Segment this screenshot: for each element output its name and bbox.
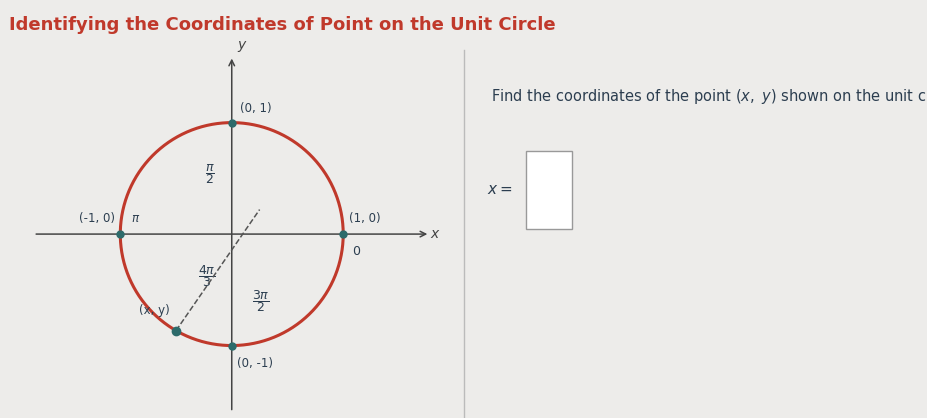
Text: (-1, 0): (-1, 0): [79, 212, 115, 225]
Text: (0, -1): (0, -1): [237, 357, 273, 370]
Text: $\dfrac{\pi}{2}$: $\dfrac{\pi}{2}$: [205, 162, 215, 186]
Text: $\dfrac{3\pi}{2}$: $\dfrac{3\pi}{2}$: [252, 288, 270, 314]
Text: $x =$: $x =$: [487, 182, 513, 197]
FancyBboxPatch shape: [526, 151, 572, 229]
Text: y: y: [237, 38, 246, 52]
Text: $\dfrac{4\pi}{3}$: $\dfrac{4\pi}{3}$: [198, 263, 216, 289]
Text: (0, 1): (0, 1): [239, 102, 272, 115]
Text: (x, y): (x, y): [138, 304, 170, 317]
Text: (1, 0): (1, 0): [349, 212, 380, 225]
Text: Identifying the Coordinates of Point on the Unit Circle: Identifying the Coordinates of Point on …: [9, 16, 556, 34]
Text: x: x: [430, 227, 438, 241]
Text: 0: 0: [352, 245, 360, 258]
Text: $\pi$: $\pi$: [132, 212, 141, 225]
Text: Find the coordinates of the point $(x,\ y)$ shown on the unit circle.: Find the coordinates of the point $(x,\ …: [491, 87, 927, 106]
